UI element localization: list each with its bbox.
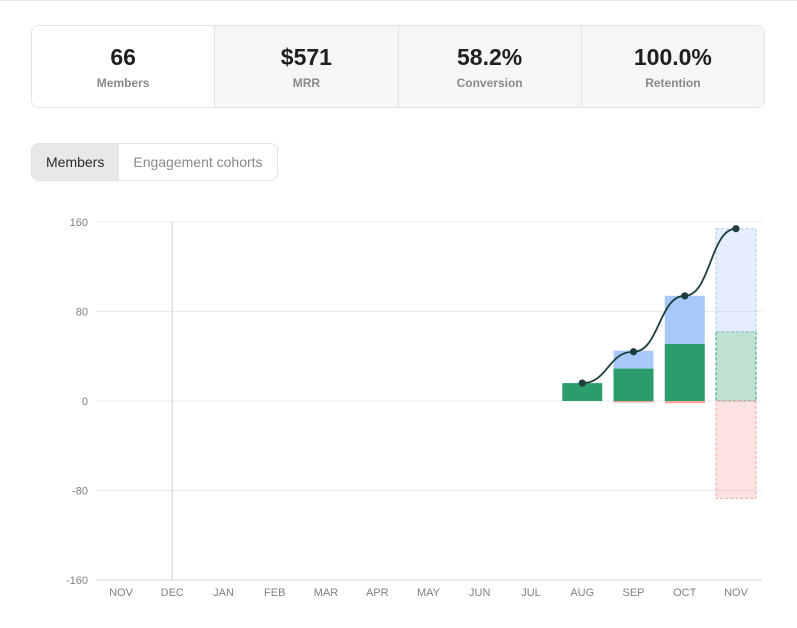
- chart-line: [578, 225, 740, 387]
- stats-panel: 66 Members $571 MRR 58.2% Conversion 100…: [31, 25, 765, 108]
- bar-segment: [562, 383, 603, 401]
- stat-conversion-value: 58.2%: [457, 43, 523, 70]
- bar-segment: [664, 295, 705, 344]
- stat-mrr: $571 MRR: [214, 26, 398, 107]
- stat-mrr-value: $571: [280, 43, 332, 70]
- y-tick-label: 80: [76, 307, 88, 319]
- stat-members-value: 66: [110, 43, 136, 70]
- x-tick-label: AUG: [570, 587, 594, 599]
- bar-segment: [613, 368, 654, 401]
- stat-conversion-label: Conversion: [456, 75, 523, 90]
- y-tick-label: -160: [66, 575, 88, 587]
- bar-segment: [664, 343, 705, 401]
- top-divider: [0, 0, 797, 1]
- line-point: [629, 348, 638, 356]
- chart-grid: [96, 221, 762, 581]
- bar-segment: [715, 331, 757, 402]
- x-tick-label: SEP: [622, 587, 644, 599]
- cumulative-line: [582, 227, 737, 384]
- bar-segment: [715, 400, 757, 499]
- chart-bars: [562, 228, 757, 499]
- y-tick-label: 160: [70, 217, 88, 229]
- x-tick-label: APR: [366, 587, 389, 599]
- x-tick-label: OCT: [673, 587, 697, 599]
- members-chart: 160 80 0 -80 -160 NOV DEC JAN FEB MAR APR MAY JUN JUL…: [66, 217, 762, 599]
- x-tick-label: JUL: [521, 587, 541, 599]
- x-tick-label: MAR: [314, 587, 339, 599]
- stat-mrr-label: MRR: [292, 75, 321, 90]
- x-tick-label: MAY: [417, 587, 441, 599]
- tab-engagement-cohorts[interactable]: Engagement cohorts: [119, 144, 277, 180]
- view-tabs: Members Engagement cohorts: [31, 143, 278, 181]
- chart-axis-labels: 160 80 0 -80 -160 NOV DEC JAN FEB MAR APR MAY JUN JUL…: [66, 217, 749, 599]
- stat-members-label: Members: [96, 75, 150, 90]
- x-tick-label: FEB: [264, 587, 285, 599]
- stat-retention-value: 100.0%: [633, 43, 712, 70]
- line-point: [681, 292, 689, 300]
- line-point: [732, 225, 740, 233]
- bar-segment: [664, 401, 705, 404]
- stat-retention-label: Retention: [645, 75, 701, 90]
- bar-segment: [715, 228, 757, 333]
- x-tick-label: JAN: [213, 587, 234, 599]
- x-tick-label: NOV: [724, 587, 749, 599]
- bar-segment: [613, 350, 654, 369]
- stat-retention: 100.0% Retention: [580, 26, 764, 107]
- y-tick-label: -80: [72, 486, 88, 498]
- x-tick-label: NOV: [109, 587, 134, 599]
- line-point: [578, 379, 586, 387]
- stat-conversion: 58.2% Conversion: [397, 26, 581, 107]
- x-tick-label: DEC: [161, 587, 184, 599]
- stat-members: 66 Members: [32, 26, 215, 107]
- x-tick-label: JUN: [469, 587, 490, 599]
- y-tick-label: 0: [82, 396, 88, 408]
- tab-members[interactable]: Members: [32, 144, 120, 180]
- bar-segment: [613, 401, 654, 403]
